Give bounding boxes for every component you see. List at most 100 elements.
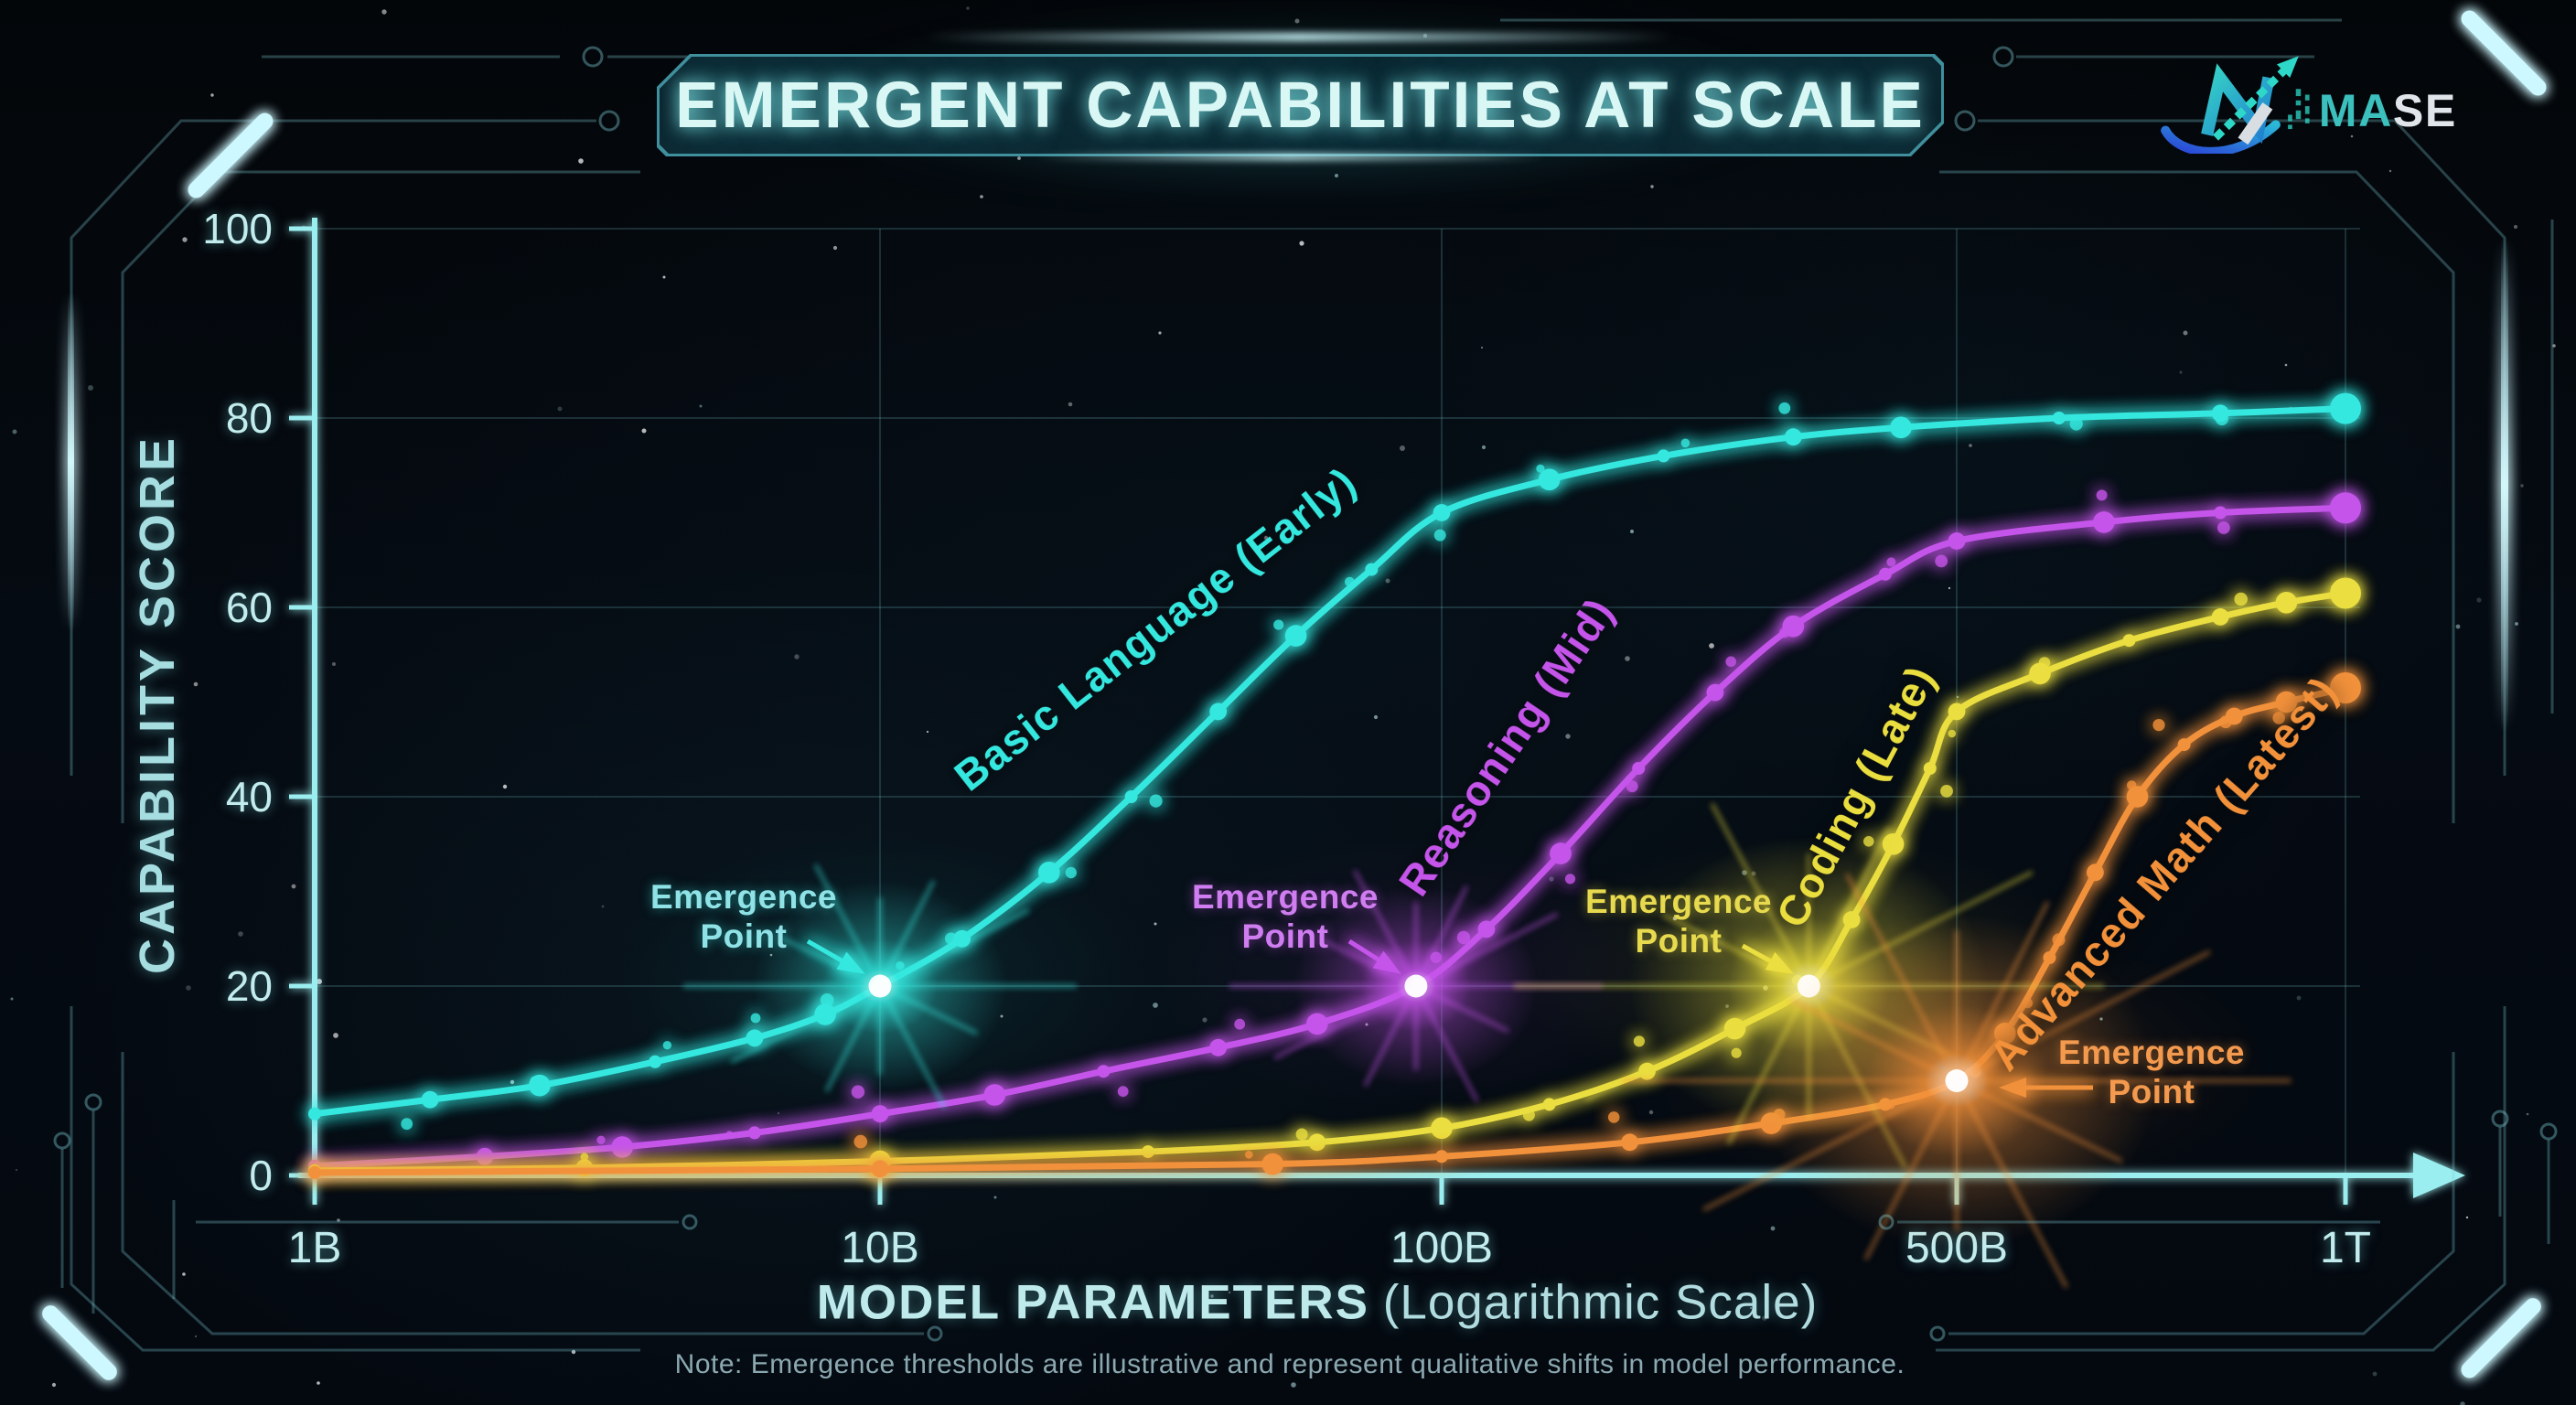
y-tick-label: 0 bbox=[249, 1152, 273, 1199]
star bbox=[1385, 578, 1390, 584]
star bbox=[557, 406, 563, 412]
scatter-dot bbox=[2096, 489, 2108, 501]
scatter-dot bbox=[2272, 712, 2285, 724]
star bbox=[1762, 1315, 1767, 1321]
star bbox=[993, 1196, 997, 1199]
star bbox=[1294, 18, 1300, 24]
scatter-dot bbox=[662, 1041, 672, 1050]
scatter-dot bbox=[596, 1135, 606, 1145]
series-point-basic-language-early bbox=[1784, 428, 1802, 446]
scatter-dot bbox=[1940, 785, 1953, 798]
y-tick-label: 100 bbox=[202, 205, 273, 252]
emergence-annotation-basic-language-early: Emergence Point bbox=[650, 878, 837, 955]
star bbox=[337, 1218, 340, 1222]
scatter-dot bbox=[1234, 1018, 1246, 1030]
star bbox=[291, 884, 296, 889]
scatter-dot bbox=[2069, 417, 2083, 431]
emergence-burst-advanced-math-latest bbox=[1622, 873, 2292, 1289]
logo-text: MASE bbox=[2319, 85, 2457, 136]
star bbox=[662, 275, 666, 279]
series-point-basic-language-early bbox=[1433, 504, 1451, 521]
series-point-advanced-math-latest bbox=[871, 1160, 889, 1178]
series-point-reasoning-mid bbox=[1097, 1065, 1111, 1078]
star bbox=[2350, 134, 2354, 138]
scatter-dot bbox=[1564, 874, 1576, 885]
star bbox=[1481, 347, 1483, 349]
y-tick-label: 20 bbox=[226, 962, 273, 1010]
series-point-advanced-math-latest bbox=[2177, 738, 2191, 752]
title-panel: EMERGENT CAPABILITIES AT SCALE bbox=[657, 54, 1944, 156]
scatter-dot bbox=[1117, 1086, 1129, 1098]
star bbox=[777, 1111, 780, 1115]
star bbox=[2476, 597, 2482, 603]
star bbox=[2515, 622, 2518, 626]
scatter-dot bbox=[1886, 557, 1896, 567]
star bbox=[1263, 535, 1269, 541]
series-point-basic-language-early bbox=[1124, 790, 1138, 803]
star bbox=[980, 195, 983, 198]
star bbox=[966, 6, 970, 10]
series-point-advanced-math-latest bbox=[308, 1165, 321, 1179]
y-tick-label: 80 bbox=[226, 394, 273, 442]
star bbox=[1299, 241, 1304, 246]
star bbox=[182, 1272, 186, 1276]
series-point-basic-language-early bbox=[308, 1107, 321, 1121]
star bbox=[88, 385, 93, 391]
scatter-dot bbox=[1433, 529, 1446, 542]
series-point-basic-language-early bbox=[421, 1090, 439, 1109]
emergence-arrow-basic-language-early bbox=[806, 938, 865, 974]
star bbox=[1648, 1110, 1654, 1115]
star bbox=[1228, 1291, 1231, 1294]
y-axis-title: CAPABILITY SCORE bbox=[130, 434, 185, 975]
star bbox=[186, 985, 191, 991]
star bbox=[210, 93, 214, 97]
series-point-coding-late bbox=[2211, 608, 2229, 626]
star bbox=[1948, 586, 1951, 590]
star bbox=[12, 429, 17, 434]
star bbox=[1335, 174, 1338, 177]
star bbox=[832, 245, 838, 251]
series-point-reasoning-mid bbox=[2093, 511, 2115, 533]
x-tick-label: 1T bbox=[2320, 1224, 2371, 1272]
series-point-basic-language-early bbox=[746, 1029, 764, 1047]
scatter-dot bbox=[1725, 656, 1736, 668]
scatter-dot bbox=[2217, 521, 2230, 534]
logo-digital-dashes bbox=[2288, 89, 2310, 130]
star bbox=[1291, 1382, 1296, 1388]
star bbox=[1068, 696, 1072, 700]
scatter-dot bbox=[1607, 1111, 1620, 1123]
star bbox=[193, 681, 199, 687]
emergence-annotation-advanced-math-latest: Emergence Point bbox=[2058, 1034, 2245, 1110]
star bbox=[1400, 445, 1405, 451]
star bbox=[2388, 169, 2392, 173]
star bbox=[1956, 695, 1959, 699]
scatter-dot bbox=[1065, 866, 1078, 879]
series-point-reasoning-mid bbox=[983, 1084, 1006, 1106]
series-point-advanced-math-latest bbox=[1435, 1150, 1448, 1164]
series-point-reasoning-mid bbox=[747, 1126, 761, 1140]
series-point-basic-language-early bbox=[1284, 625, 1307, 647]
series-point-reasoning-mid bbox=[1878, 567, 1892, 581]
star bbox=[238, 931, 243, 937]
scatter-dot bbox=[1680, 438, 1690, 448]
star bbox=[1154, 922, 1157, 926]
light-streak bbox=[1034, 154, 1546, 160]
scatter-dot bbox=[2234, 592, 2248, 606]
emergence-arrow-reasoning-mid bbox=[1347, 938, 1401, 974]
star bbox=[2514, 225, 2517, 229]
series-point-coding-late bbox=[1948, 702, 1966, 721]
star bbox=[332, 662, 336, 666]
series-point-basic-language-early bbox=[1657, 449, 1670, 463]
series-point-basic-language-early bbox=[1538, 468, 1561, 491]
y-tick-label: 60 bbox=[226, 584, 273, 631]
series-point-basic-language-early bbox=[2330, 392, 2361, 424]
series-point-reasoning-mid bbox=[1209, 1038, 1228, 1056]
scatter-dot bbox=[853, 1134, 868, 1149]
scatter-dot bbox=[1935, 554, 1948, 568]
y-tick-label: 40 bbox=[226, 773, 273, 820]
star bbox=[1625, 656, 1630, 661]
star bbox=[926, 730, 929, 734]
x-tick-label: 1B bbox=[288, 1224, 342, 1272]
